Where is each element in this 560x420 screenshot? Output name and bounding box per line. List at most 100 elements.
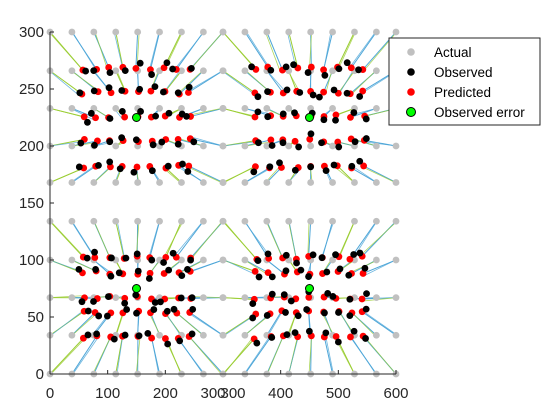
actual-point: [68, 217, 76, 225]
actual-point: [112, 28, 120, 36]
vector-line: [266, 310, 283, 336]
vector-line: [350, 31, 377, 69]
actual-point: [241, 331, 249, 339]
actual-point: [134, 217, 142, 225]
predicted-point: [320, 88, 327, 96]
vector-line: [178, 259, 204, 274]
observed-point: [322, 167, 330, 175]
predicted-point: [174, 135, 182, 143]
actual-point: [307, 28, 315, 36]
observed-point: [324, 290, 332, 297]
actual-point: [199, 331, 207, 339]
vector-line: [71, 165, 96, 183]
vector-line: [191, 136, 224, 147]
vector-line: [115, 221, 125, 259]
observed-point: [185, 83, 193, 91]
vector-line: [49, 220, 84, 258]
observed-point: [149, 141, 157, 149]
predicted-point: [332, 111, 340, 119]
observed-point: [255, 273, 263, 281]
vector-line: [191, 107, 222, 115]
observed-point: [187, 256, 194, 264]
observed-point: [280, 291, 288, 299]
vector-line: [246, 31, 270, 68]
observed-point: [282, 251, 290, 259]
observed-point: [148, 167, 156, 175]
legend-label: Actual: [434, 45, 472, 60]
actual-point: [178, 179, 185, 186]
actual-point: [199, 256, 207, 264]
predicted-point: [360, 162, 368, 170]
actual-point: [178, 67, 185, 75]
actual-point: [285, 104, 293, 112]
observed-point: [121, 331, 129, 339]
observed-point: [321, 71, 329, 79]
vector-line: [188, 312, 223, 336]
observed-point: [356, 249, 364, 257]
observed-point: [165, 109, 173, 117]
observed-point: [132, 136, 140, 144]
vector-line: [179, 70, 203, 93]
vector-line: [165, 169, 181, 183]
observed-point: [343, 89, 351, 97]
observed-point: [249, 314, 257, 322]
y-tick-label: 100: [19, 252, 44, 269]
vector-line: [177, 313, 204, 336]
y-tick-label: 250: [19, 81, 44, 98]
vector-line: [50, 308, 86, 336]
actual-point: [68, 142, 76, 150]
actual-point: [372, 142, 380, 150]
vector-line: [50, 338, 85, 375]
legend-marker: [407, 68, 415, 76]
observed-point: [137, 108, 144, 115]
observed-point: [188, 294, 196, 302]
actual-point: [156, 104, 163, 112]
observed-point: [268, 142, 276, 149]
observed-point: [332, 251, 339, 259]
observed-point: [315, 93, 323, 101]
observed-point: [291, 166, 299, 174]
vector-line: [187, 70, 223, 92]
actual-point: [329, 217, 336, 225]
vector-line: [325, 337, 334, 375]
observed-point: [348, 162, 356, 170]
vector-line: [189, 312, 224, 336]
predicted-point: [80, 113, 88, 121]
vector-line: [288, 31, 299, 69]
vector-line: [72, 31, 96, 69]
observed-point: [254, 93, 262, 101]
x-tick-label: 300: [200, 385, 225, 402]
vector-line: [189, 259, 224, 273]
observed-point: [307, 163, 315, 171]
observed-point: [303, 306, 311, 313]
vector-line: [244, 336, 272, 375]
actual-point: [178, 256, 185, 264]
x-tick-label: 100: [95, 385, 120, 402]
observed-point: [183, 112, 190, 120]
y-tick-label: 150: [19, 195, 44, 212]
actual-point: [372, 28, 380, 36]
observed-point: [355, 66, 362, 74]
observed-point: [184, 168, 192, 175]
predicted-point: [347, 113, 354, 121]
observed-point: [178, 272, 186, 280]
vector-line: [244, 31, 269, 68]
observed-point: [309, 91, 317, 99]
actual-point: [372, 179, 380, 186]
vector-line: [175, 220, 204, 258]
actual-point: [68, 331, 76, 339]
actual-point: [134, 28, 142, 36]
actual-point: [156, 331, 163, 339]
observed-point: [264, 113, 272, 121]
observed-point: [335, 309, 342, 316]
observed-point: [305, 273, 312, 280]
actual-point: [178, 104, 185, 112]
observed-point: [174, 89, 182, 97]
observed-point: [83, 254, 91, 262]
y-tick-label: 50: [27, 309, 44, 326]
vector-line: [337, 31, 356, 70]
observed-point: [106, 115, 114, 122]
actual-point: [392, 331, 400, 339]
observed-point: [264, 88, 271, 96]
actual-point: [285, 217, 293, 225]
